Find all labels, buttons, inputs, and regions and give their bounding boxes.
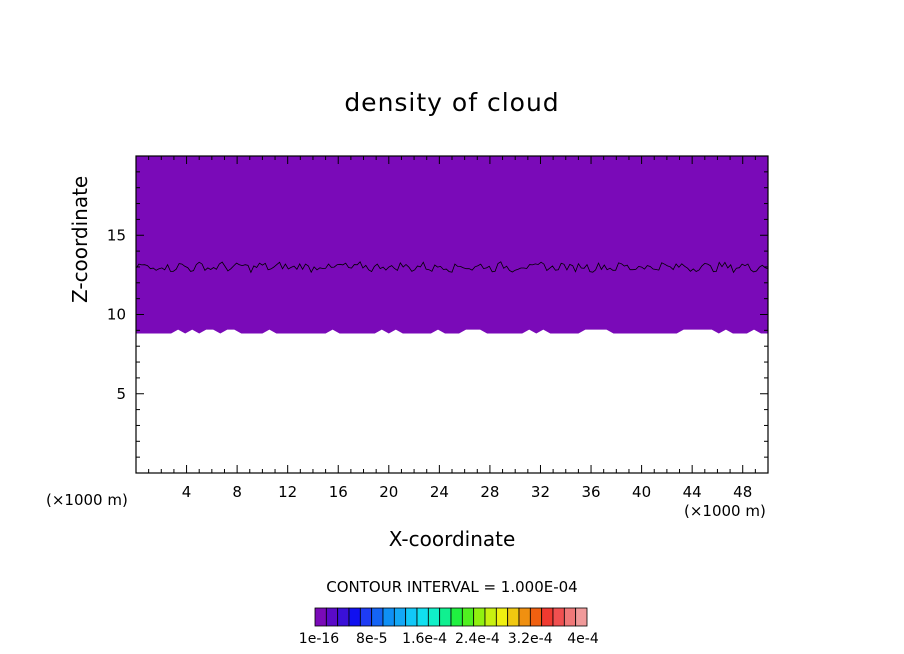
colorbar-swatch [541, 607, 554, 627]
colorbar-swatch [450, 607, 463, 627]
colorbar-swatch [439, 607, 452, 627]
colorbar-swatch [405, 607, 418, 627]
colorbar-label: 2.4e-4 [455, 631, 500, 647]
x-axis-unit-left: (×1000 m) [46, 491, 128, 509]
colorbar-swatch [563, 607, 577, 627]
colorbar-swatch [473, 607, 486, 627]
colorbar-swatch [529, 607, 543, 627]
x-tick-label: 20 [379, 483, 398, 501]
colorbar-swatch [348, 607, 361, 627]
colorbar-label: 1e-16 [299, 631, 339, 647]
y-tick-label: 5 [116, 385, 126, 403]
colorbar-swatch [575, 607, 588, 627]
x-tick-label: 8 [232, 483, 242, 501]
colorbar-swatch [337, 607, 350, 627]
x-tick-label: 40 [632, 483, 651, 501]
x-tick-label: 36 [581, 483, 600, 501]
x-tick-label: 48 [733, 483, 752, 501]
x-tick-label: 32 [531, 483, 550, 501]
colorbar-swatch [484, 607, 497, 627]
y-tick-label: 15 [107, 226, 126, 244]
colorbar-swatch [427, 607, 441, 627]
contour-line [136, 261, 768, 274]
colorbar-swatch [393, 607, 407, 627]
x-tick-label: 28 [480, 483, 499, 501]
colorbar-swatch [518, 607, 531, 627]
chart-title: density of cloud [344, 88, 560, 117]
x-tick-label: 4 [182, 483, 192, 501]
colorbar-swatch [461, 607, 475, 627]
heatmap-layer [136, 156, 768, 334]
colorbar-label: 8e-5 [356, 631, 387, 647]
colorbar-swatch [507, 607, 520, 627]
x-axis-title: X-coordinate [388, 527, 516, 551]
colorbar-swatch [371, 607, 384, 627]
colorbar-label: 4e-4 [567, 631, 599, 647]
y-tick-label: 10 [107, 306, 126, 324]
x-tick-label: 44 [683, 483, 702, 501]
x-tick-label: 12 [278, 483, 297, 501]
x-axis-unit-right: (×1000 m) [684, 502, 766, 520]
colorbar-swatch [382, 607, 395, 627]
x-tick-label: 24 [430, 483, 449, 501]
heatmap-layers [136, 156, 768, 334]
colorbar-swatch [495, 607, 509, 627]
x-tick-label: 16 [329, 483, 348, 501]
colorbar-swatch [416, 607, 429, 627]
colorbar-label: 1.6e-4 [402, 631, 447, 647]
colorbar-swatch [314, 607, 327, 627]
colorbar-swatch [325, 607, 339, 627]
colorbar-swatch [359, 607, 373, 627]
colorbar-label: 3.2e-4 [508, 631, 553, 647]
colorbar-swatch [552, 607, 565, 627]
contour-interval-note: CONTOUR INTERVAL = 1.000E-04 [326, 578, 578, 596]
